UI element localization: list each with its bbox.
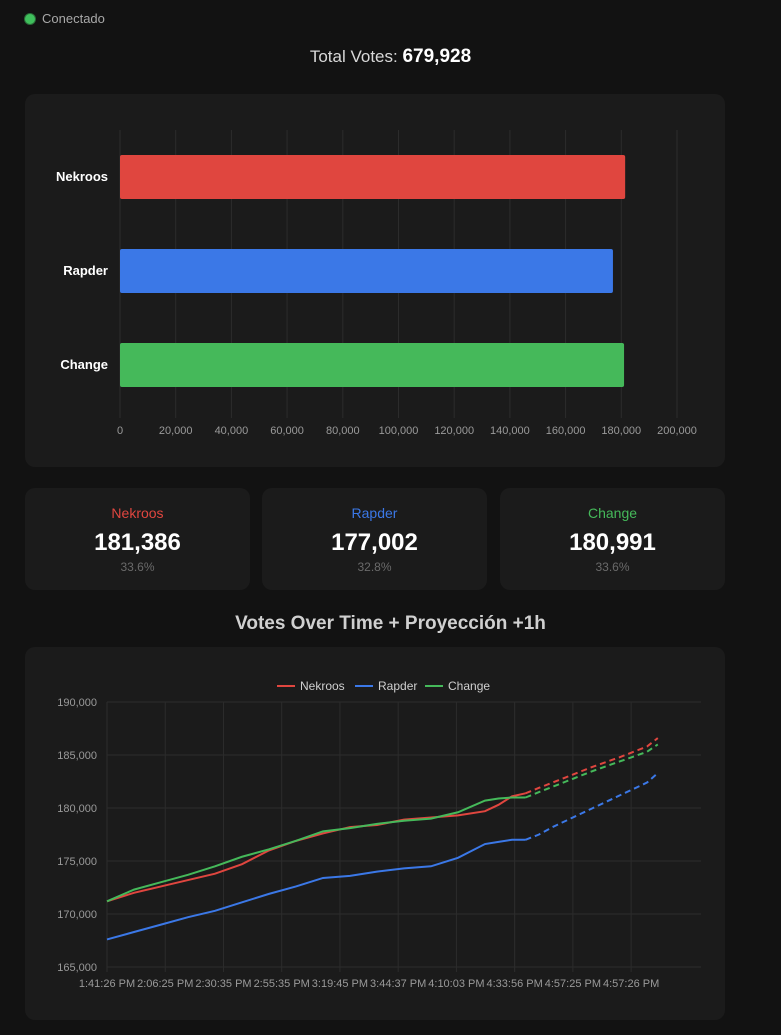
x-tick-label: 60,000 (270, 425, 304, 437)
x-tick-label: 40,000 (215, 425, 249, 437)
chart-legend: Nekroos Rapder Change (277, 679, 490, 693)
connection-status: Conectado (25, 11, 105, 26)
line-chart: 165,000 170,000 175,000 180,000 185,000 190,0… (57, 679, 701, 990)
stat-percent: 33.6% (595, 560, 630, 574)
status-label: Conectado (42, 11, 105, 26)
total-votes: Total Votes: 679,928 (0, 46, 781, 68)
series-line-rapder (106, 838, 526, 941)
bar-chart-card: 0 20,000 40,000 60,000 80,000 100,000 120,000 1… (25, 94, 725, 467)
stat-value: 181,386 (94, 529, 181, 556)
x-tick-label: 0 (117, 425, 123, 437)
projection-line-change (525, 743, 659, 799)
category-label: Nekroos (56, 169, 108, 184)
stat-name: Change (587, 505, 638, 521)
stat-name: Rapder (351, 505, 398, 521)
y-tick-label: 180,000 (57, 803, 97, 815)
x-tick-label: 100,000 (379, 425, 419, 437)
x-tick-label: 140,000 (490, 425, 530, 437)
y-tick-label: 175,000 (57, 856, 97, 868)
x-tick-label: 2:30:35 PM (195, 978, 251, 990)
stat-card-change: Change 180,991 33.6% (500, 488, 725, 590)
y-tick-label: 165,000 (57, 962, 97, 974)
x-tick-label: 120,000 (434, 425, 474, 437)
stat-value: 180,991 (569, 529, 656, 556)
total-votes-value: 679,928 (402, 46, 472, 67)
status-dot-icon (25, 13, 35, 24)
total-votes-label: Total Votes: (309, 47, 398, 66)
x-tick-label: 4:10:03 PM (428, 978, 484, 990)
bar-rapder (120, 249, 613, 293)
x-tick-label: 4:57:25 PM (545, 978, 601, 990)
stat-percent: 32.8% (357, 560, 392, 574)
projection-line-rapder (525, 772, 659, 841)
x-tick-label: 80,000 (326, 425, 360, 437)
stat-card-rapder: Rapder 177,002 32.8% (262, 488, 487, 590)
y-tick-label: 190,000 (57, 697, 97, 709)
stat-name: Nekroos (111, 505, 164, 521)
x-tick-label: 20,000 (159, 425, 193, 437)
y-tick-label: 185,000 (57, 750, 97, 762)
series-line-nekroos (106, 792, 526, 903)
x-tick-label: 2:06:25 PM (137, 978, 193, 990)
legend-label: Change (448, 679, 490, 693)
legend-label: Nekroos (300, 679, 345, 693)
x-tick-label: 3:44:37 PM (370, 978, 426, 990)
x-tick-label: 4:57:26 PM (603, 978, 659, 990)
x-tick-label: 2:55:35 PM (254, 978, 310, 990)
stat-value: 177,002 (331, 529, 418, 556)
category-label: Rapder (63, 263, 108, 278)
series-line-change (106, 796, 526, 903)
x-tick-label: 200,000 (657, 425, 697, 437)
x-tick-label: 160,000 (546, 425, 586, 437)
bar-nekroos (120, 155, 626, 199)
category-label: Change (60, 357, 108, 372)
y-tick-label: 170,000 (57, 909, 97, 921)
line-chart-title: Votes Over Time + Proyección +1h (235, 613, 546, 634)
x-tick-label: 1:41:26 PM (79, 978, 135, 990)
stat-card-nekroos: Nekroos 181,386 33.6% (25, 488, 250, 590)
legend-label: Rapder (378, 679, 417, 693)
line-chart-card: 165,000 170,000 175,000 180,000 185,000 190,0… (25, 647, 725, 1020)
x-tick-label: 180,000 (601, 425, 641, 437)
x-tick-label: 3:19:45 PM (312, 978, 368, 990)
x-tick-label: 4:33:56 PM (487, 978, 543, 990)
bar-chart: 0 20,000 40,000 60,000 80,000 100,000 120,000 1… (56, 130, 697, 437)
projection-line-nekroos (525, 737, 659, 795)
bar-change (120, 343, 625, 387)
stat-percent: 33.6% (120, 560, 155, 574)
